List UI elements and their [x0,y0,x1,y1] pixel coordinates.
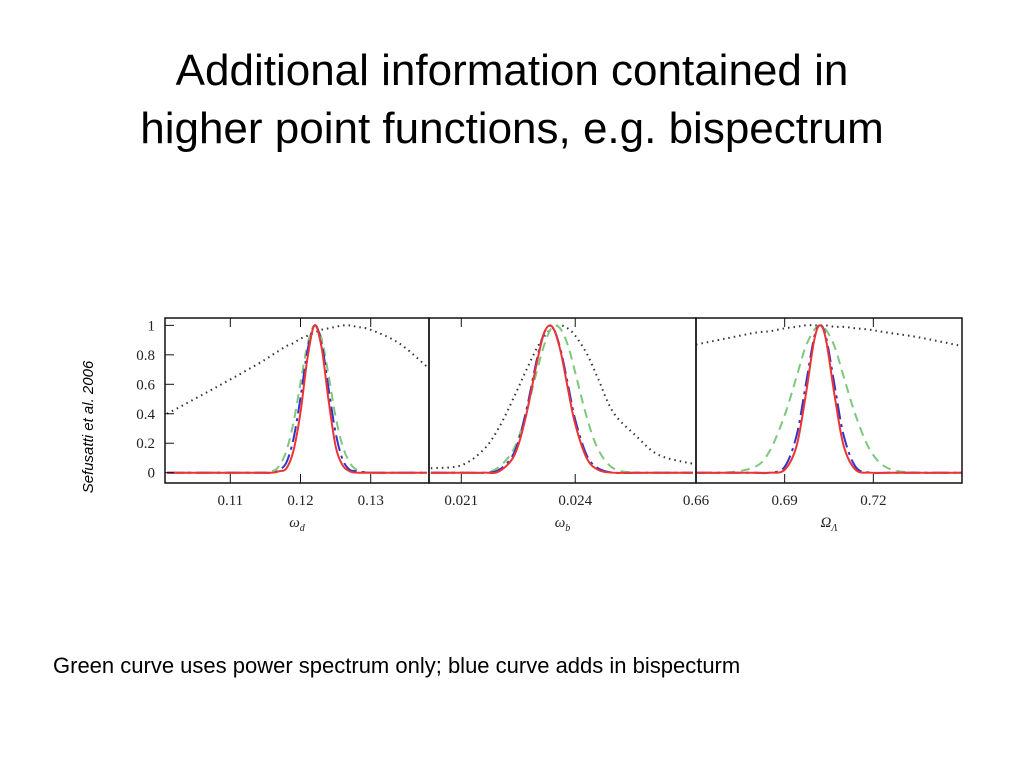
panel-frame [695,317,963,484]
curve [430,324,693,475]
x-tick-label: 0.11 [217,493,243,509]
curve [430,324,693,474]
x-tick-label: 0.72 [860,493,886,509]
y-tick-label: 1 [148,318,156,334]
x-axis-label: ωb [555,515,571,534]
x-tick-label: 0.13 [358,493,384,509]
plot-area [166,324,428,474]
x-tick-label: 0.024 [558,493,592,509]
panel: 0.021 0.024 ωb [428,317,697,534]
panel-frame [428,317,697,484]
y-tick-label: 0.4 [136,407,155,423]
curve [430,324,694,470]
panel: 0.11 0.12 0.13 0 0.2 0.4 0.6 0.8 1 ωd [136,317,430,534]
x-tick-label: 0.12 [287,493,313,509]
y-tick-label: 0.2 [136,436,155,452]
y-tick-label: 0 [148,466,156,482]
x-axis-subscript: d [300,523,306,534]
x-axis-label: ωd [289,515,306,534]
x-tick-label: 0.021 [444,493,478,509]
curve [430,324,693,475]
curve [696,324,962,474]
x-axis-symbol: Ω [821,515,832,531]
curve [167,324,427,474]
x-tick-label: 0.69 [772,493,798,509]
caption: Green curve uses power spectrum only; bl… [53,653,740,678]
curve [167,324,427,474]
citation: Sefusatti et al. 2006 [80,360,97,493]
x-tick-label: 0.66 [683,493,710,509]
y-tick-label: 0.8 [136,348,155,364]
slide-title-line: higher point functions, e.g. bispectrum [140,104,884,153]
plot-area [430,324,694,475]
x-axis-symbol: ω [555,515,566,531]
panel: 0.66 0.69 0.72 ΩΛ [683,317,963,534]
curve [696,324,962,475]
x-axis-symbol: ω [289,515,300,531]
x-axis-subscript: b [565,523,570,534]
slide-title-line: Additional information contained in [176,46,849,95]
x-axis-label: ΩΛ [821,515,838,534]
plot-area [696,324,962,475]
y-tick-label: 0.6 [136,377,155,393]
x-axis-subscript: Λ [830,523,837,534]
